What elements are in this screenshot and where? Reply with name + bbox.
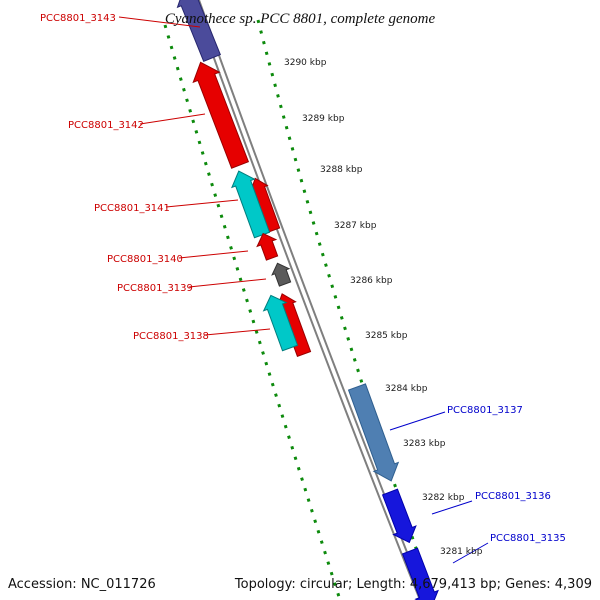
gene-arrow-PCC8801_3142[interactable] bbox=[188, 57, 254, 170]
tick-label-3284: 3284 kbp bbox=[385, 384, 428, 394]
gene-arrow-PCC8801_3138[interactable] bbox=[260, 291, 302, 352]
gene-label-PCC8801_3141: PCC8801_3141 bbox=[94, 203, 170, 214]
leader-line-PCC8801_3141 bbox=[165, 199, 239, 208]
tick-label-3283: 3283 kbp bbox=[403, 439, 446, 449]
gene-label-PCC8801_3138: PCC8801_3138 bbox=[133, 331, 209, 342]
gene-label-PCC8801_3143: PCC8801_3143 bbox=[40, 13, 116, 24]
status-accession: Accession: NC_011726 bbox=[8, 577, 156, 592]
gene-arrow-PCC8801_3135[interactable] bbox=[399, 547, 443, 600]
gene-arrow-PCC8801_3139[interactable] bbox=[269, 260, 293, 287]
gene-label-PCC8801_3135: PCC8801_3135 bbox=[490, 533, 566, 544]
leader-line-PCC8801_3140 bbox=[178, 250, 249, 259]
tick-label-3288: 3288 kbp bbox=[320, 165, 363, 175]
gene-arrow-PCC8801_3141[interactable] bbox=[227, 167, 273, 239]
gene-label-PCC8801_3139: PCC8801_3139 bbox=[117, 283, 193, 294]
leader-line-PCC8801_3143 bbox=[118, 16, 201, 28]
gene-arrow-PCC8801_3136[interactable] bbox=[379, 488, 421, 547]
tick-label-3281: 3281 kbp bbox=[440, 547, 483, 557]
gene-arrow-PCC8801_3140[interactable] bbox=[254, 230, 282, 261]
leader-line-PCC8801_3139 bbox=[188, 278, 267, 288]
tick-label-3282: 3282 kbp bbox=[422, 493, 465, 503]
gene-label-PCC8801_3136: PCC8801_3136 bbox=[475, 491, 551, 502]
gene-label-PCC8801_3140: PCC8801_3140 bbox=[107, 254, 183, 265]
leader-line-PCC8801_3142 bbox=[139, 113, 206, 125]
gene-label-PCC8801_3137: PCC8801_3137 bbox=[447, 405, 523, 416]
tick-label-3290: 3290 kbp bbox=[284, 58, 327, 68]
gene-arrow-PCC8801_3137[interactable] bbox=[345, 383, 404, 486]
tick-label-3285: 3285 kbp bbox=[365, 331, 408, 341]
tick-label-3289: 3289 kbp bbox=[302, 114, 345, 124]
leader-line-PCC8801_3138 bbox=[204, 328, 271, 336]
page-title: Cyanothece sp. PCC 8801, complete genome bbox=[165, 11, 436, 27]
gene-arrow-PCC8801_3143[interactable] bbox=[172, 0, 224, 63]
leader-line-PCC8801_3137 bbox=[389, 411, 446, 431]
status-summary: Topology: circular; Length: 4,679,413 bp… bbox=[234, 577, 592, 592]
gene-label-PCC8801_3142: PCC8801_3142 bbox=[68, 120, 144, 131]
status-bar: Accession: NC_011726 Topology: circular;… bbox=[0, 577, 600, 592]
leader-line-PCC8801_3136 bbox=[431, 500, 473, 515]
genome-backbone-outer bbox=[192, 0, 421, 600]
leader-line-PCC8801_3135 bbox=[452, 542, 489, 564]
tick-label-3286: 3286 kbp bbox=[350, 276, 393, 286]
tick-label-3287: 3287 kbp bbox=[334, 221, 377, 231]
